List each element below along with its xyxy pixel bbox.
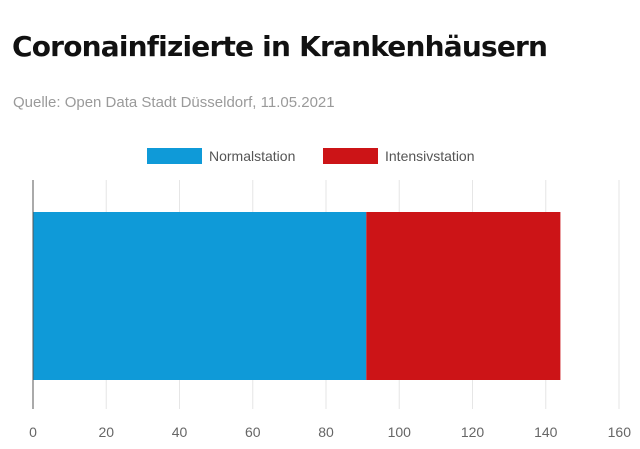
x-tick-label-40: 40 [172, 424, 188, 440]
x-tick-label-120: 120 [461, 424, 485, 440]
bar-normalstation[interactable] [33, 212, 367, 380]
legend-label-intensivstation: Intensivstation [385, 148, 475, 164]
chart-legend: Normalstation Intensivstation [0, 146, 640, 166]
x-tick-label-20: 20 [98, 424, 114, 440]
legend-label-normalstation: Normalstation [209, 148, 296, 164]
x-tick-label-80: 80 [318, 424, 334, 440]
bar-intensivstation[interactable] [366, 212, 561, 380]
chart-title: Coronainfizierte in Krankenhäusern [12, 30, 548, 63]
legend-item-normalstation[interactable]: Normalstation [147, 146, 295, 166]
x-tick-label-60: 60 [245, 424, 261, 440]
legend-swatch-normalstation [147, 148, 202, 164]
x-tick-label-0: 0 [29, 424, 37, 440]
x-tick-label-160: 160 [608, 424, 632, 440]
x-tick-label-100: 100 [388, 424, 412, 440]
stacked-bar-chart: 0 20 40 60 80 100 120 140 160 [29, 180, 632, 440]
legend-item-intensivstation[interactable]: Intensivstation [323, 146, 475, 166]
x-tick-label-140: 140 [534, 424, 558, 440]
chart-subtitle: Quelle: Open Data Stadt Düsseldorf, 11.0… [13, 94, 335, 111]
legend-swatch-intensivstation [323, 148, 378, 164]
